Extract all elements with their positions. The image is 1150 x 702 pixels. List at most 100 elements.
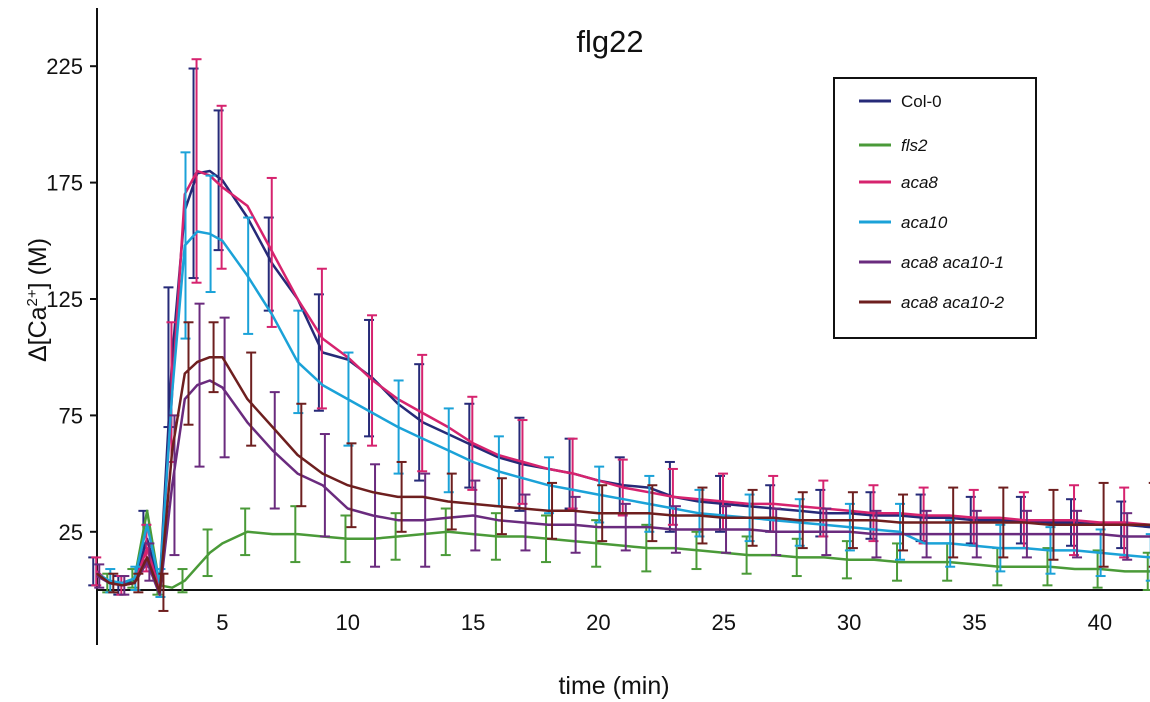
- data-point: [923, 561, 926, 563]
- data-point: [1023, 521, 1026, 524]
- data-point: [121, 582, 123, 584]
- y-tick-label: 175: [46, 171, 83, 196]
- data-point: [96, 570, 98, 573]
- data-point: [973, 533, 976, 535]
- legend-label: fls2: [901, 136, 928, 155]
- data-point: [1073, 568, 1076, 570]
- data-point: [572, 510, 575, 512]
- y-axis-label-prefix: Δ[Ca: [24, 306, 52, 362]
- x-tick-label: 30: [837, 610, 861, 635]
- data-point: [873, 519, 876, 521]
- data-point: [183, 398, 186, 400]
- data-point: [422, 533, 424, 535]
- legend: Col-0 fls2 aca8 aca10 aca8 aca10-1 aca8 aca10…: [833, 77, 1037, 339]
- data-point: [121, 584, 123, 587]
- data-point: [798, 519, 800, 521]
- data-point: [296, 361, 299, 363]
- data-point: [873, 512, 876, 514]
- data-point: [472, 514, 474, 517]
- data-point: [823, 524, 825, 526]
- x-tick-label: 5: [216, 610, 228, 635]
- data-point: [371, 379, 374, 382]
- x-tick-label: 20: [586, 610, 610, 635]
- data-point: [1124, 554, 1126, 556]
- data-point: [597, 542, 600, 545]
- data-point: [1023, 565, 1026, 568]
- data-point: [1124, 521, 1126, 524]
- data-point: [597, 526, 600, 528]
- data-point: [296, 454, 299, 456]
- data-point: [472, 503, 474, 505]
- data-point: [522, 477, 525, 480]
- data-point: [171, 586, 174, 589]
- data-point: [497, 535, 499, 538]
- data-point: [898, 533, 901, 535]
- y-axis-label-sup: 2+: [24, 289, 41, 306]
- data-point: [271, 449, 274, 452]
- data-point: [823, 531, 825, 533]
- x-tick-label: 35: [962, 610, 986, 635]
- data-point: [1048, 533, 1051, 535]
- data-point: [547, 524, 550, 526]
- data-point: [998, 521, 1001, 524]
- data-point: [146, 556, 148, 559]
- data-point: [647, 503, 650, 505]
- data-point: [371, 491, 374, 494]
- data-point: [96, 575, 98, 577]
- data-point: [221, 356, 224, 359]
- data-point: [209, 356, 211, 359]
- data-point: [572, 540, 575, 542]
- y-axis-label: Δ[Ca2+] (M): [24, 238, 52, 362]
- data-point: [773, 503, 775, 505]
- data-point: [271, 426, 274, 428]
- data-point: [321, 472, 324, 475]
- data-point: [183, 579, 186, 582]
- data-point: [998, 519, 1001, 521]
- data-point: [246, 205, 249, 207]
- data-point: [697, 514, 700, 517]
- data-point: [672, 514, 675, 517]
- data-point: [1099, 551, 1101, 554]
- data-point: [246, 421, 249, 424]
- data-point: [748, 554, 750, 556]
- data-point: [209, 379, 211, 382]
- data-point: [221, 186, 224, 189]
- data-point: [697, 528, 700, 531]
- legend-items: Col-0 fls2 aca8 aca10 aca8 aca10-1 aca8 aca10…: [859, 92, 1005, 312]
- x-tick-label: 15: [461, 610, 485, 635]
- data-point: [472, 533, 474, 535]
- data-point: [722, 517, 725, 519]
- data-point: [1073, 533, 1076, 535]
- data-point: [321, 337, 324, 340]
- data-point: [209, 551, 211, 554]
- legend-label: aca8 aca10-1: [901, 253, 1004, 272]
- x-tick-label: 25: [712, 610, 736, 635]
- data-point: [397, 519, 399, 521]
- legend-label: aca8 aca10-2: [901, 293, 1005, 312]
- y-tick-label: 125: [46, 287, 83, 312]
- data-point: [773, 519, 775, 521]
- data-point: [321, 484, 324, 487]
- data-point: [472, 442, 474, 445]
- data-point: [497, 470, 499, 473]
- data-point: [447, 531, 449, 533]
- data-point: [96, 572, 98, 575]
- data-point: [447, 500, 449, 503]
- data-point: [271, 251, 274, 254]
- data-point: [923, 542, 926, 545]
- data-point: [572, 489, 575, 491]
- y-ticks: 25 75 125 175 225: [46, 54, 97, 545]
- data-point: [196, 565, 199, 568]
- data-point: [183, 372, 186, 375]
- data-point: [948, 542, 951, 545]
- data-point: [422, 437, 424, 440]
- data-point: [397, 426, 399, 428]
- data-point: [133, 582, 136, 584]
- legend-label: aca8: [901, 173, 938, 192]
- data-point: [647, 526, 650, 528]
- data-point: [597, 512, 600, 514]
- data-point: [622, 526, 625, 528]
- data-point: [873, 528, 876, 531]
- series-aca8-aca10-2: [96, 321, 1150, 612]
- data-point: [196, 361, 199, 363]
